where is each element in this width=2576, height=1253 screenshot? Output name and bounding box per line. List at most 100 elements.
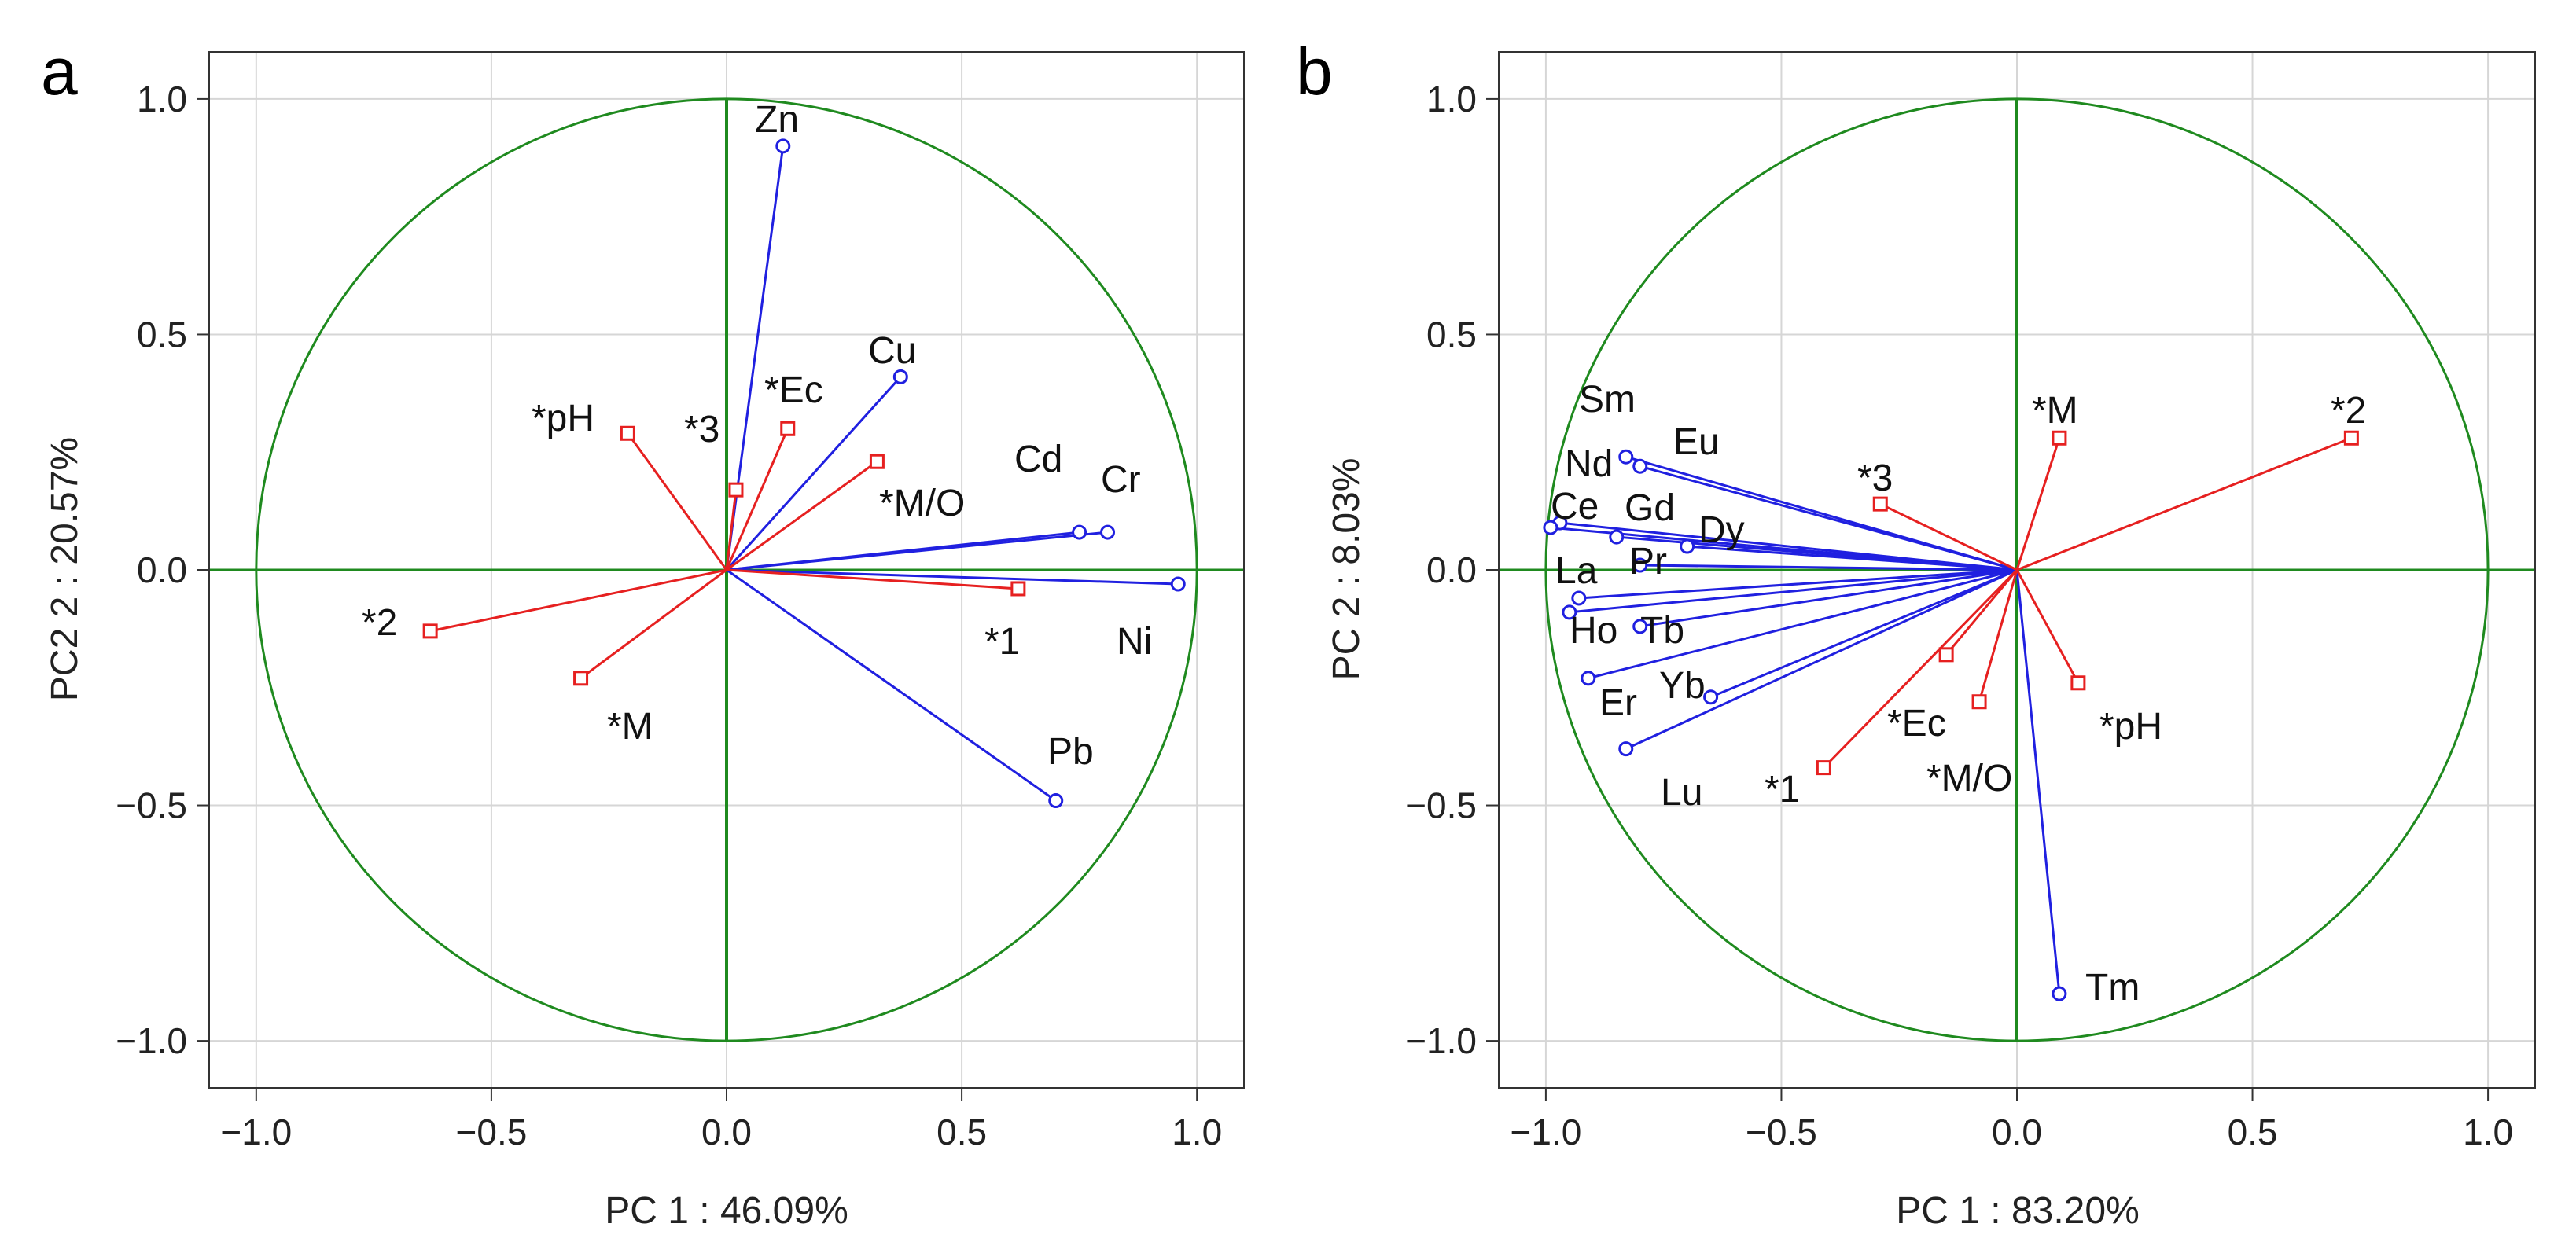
panel-b-marker-Er (1581, 671, 1596, 686)
var-label-Ec: *Ec (764, 369, 823, 411)
panel-a-x-tick-label-4: 1.0 (1172, 1112, 1222, 1152)
var-label-3: *3 (684, 409, 719, 450)
plot-frame-a (208, 51, 1245, 1089)
var-label-Ni: Ni (1117, 621, 1152, 663)
panel-b-x-tick-label-2: 0.0 (1992, 1112, 2042, 1152)
var-label-M-O: *M/O (879, 483, 965, 524)
panel-b-marker-Tb (1632, 619, 1648, 634)
panel-a-marker-MO (869, 454, 885, 469)
panel-a-marker-2 (422, 623, 438, 639)
panel-b-marker-Pr (1632, 557, 1648, 573)
panel-b-marker-Ce (1543, 520, 1558, 535)
panel-a-marker-Pb (1048, 793, 1064, 809)
panel-a-x-tick-label-2: 0.0 (701, 1112, 752, 1152)
panel-a-x-tick-label-0: −1.0 (220, 1112, 292, 1152)
var-label-2: *2 (362, 602, 397, 644)
panel-b-marker-Eu (1632, 458, 1648, 474)
var-label-Cd: Cd (1014, 439, 1062, 480)
panel-a-marker-1 (1010, 581, 1026, 597)
panel-b-vector-active-Ho (1569, 568, 2018, 614)
panel-a-marker-Zn (775, 138, 791, 154)
panel-b-vector-supplementary-MO (1978, 569, 2018, 703)
y-axis-title-b: PC 2 : 8.03% (1326, 458, 1367, 681)
panel-b-marker-pH (2070, 675, 2086, 691)
var-label-Cr: Cr (1101, 459, 1141, 501)
panel-b-vector-active-Dy (1687, 545, 2018, 571)
panel-a-marker-Cd (1072, 524, 1087, 540)
var-label-Yb: Yb (1659, 665, 1706, 707)
panel-a-y-tick-label-0: 1.0 (137, 79, 187, 119)
var-label-Ec: *Ec (1887, 703, 1946, 744)
panel-a-vector-active-Cu (725, 376, 902, 571)
panel-b-plot: b Sm Eu Nd Ce Gd Dy Pr La Ho Tb Er Yb Lu… (1296, 35, 2536, 1232)
panel-b-marker-M (2052, 430, 2067, 446)
panel-b-y-tick-label-0: 1.0 (1426, 79, 1477, 119)
var-label-pH: *pH (2099, 706, 2162, 748)
panel-b-vector-active-Er (1588, 568, 2018, 680)
panel-a-y-tick-label-1: 0.5 (137, 314, 187, 355)
panel-b-x-tick-label-4: 1.0 (2463, 1112, 2513, 1152)
panel-b-marker-2 (2343, 430, 2359, 446)
var-label-Zn: Zn (755, 99, 799, 141)
var-label-La: La (1555, 550, 1598, 592)
panel-b-x-tick-label-0: −1.0 (1511, 1112, 1582, 1152)
panel-a-y-tick-label-4: −1.0 (116, 1020, 187, 1061)
x-axis-title-a: PC 1 : 46.09% (605, 1190, 848, 1232)
var-label-3: *3 (1857, 457, 1893, 499)
panel-b-vector-active-Pr (1639, 564, 2018, 571)
panel-a-vector-active-Cr (726, 531, 1108, 571)
panel-a-marker-pH (620, 425, 635, 441)
panel-b-marker-La (1571, 590, 1587, 606)
panel-a-marker-Ec (780, 421, 796, 436)
panel-b-x-tick-label-1: −0.5 (1746, 1112, 1817, 1152)
panel-a-vector-supplementary-1 (726, 568, 1018, 590)
var-label-M: *M (607, 706, 653, 748)
panel-b-vector-active-Eu (1639, 465, 2018, 571)
panel-a-marker-3 (728, 482, 744, 498)
panel-b-marker-MO (1971, 694, 1987, 710)
panel-a-vector-active-Pb (726, 568, 1057, 802)
panel-a-vector-supplementary-Ec (725, 428, 789, 571)
panel-b-vector-active-Yb (1710, 568, 2018, 699)
panel-a-marker-M (573, 671, 589, 686)
var-label-Ce: Ce (1551, 486, 1599, 527)
panel-a-y-tick-label-3: −0.5 (116, 785, 187, 826)
panel-b-vector-active-La (1578, 568, 2018, 600)
var-label-Pr: Pr (1629, 541, 1667, 582)
panel-a-vector-active-Ni (726, 568, 1179, 586)
panel-b-y-tick-label-1: 0.5 (1426, 314, 1477, 355)
panel-b-vector-active-Tb (1639, 568, 2018, 628)
panel-b-marker-Lu (1618, 741, 1634, 757)
panel-a-vector-supplementary-MO (726, 460, 878, 571)
var-label-Dy: Dy (1698, 509, 1745, 551)
panel-b-marker-Sm (1618, 449, 1634, 465)
panel-b-marker-Gd (1609, 529, 1625, 545)
panel-b-vector-supplementary-1 (1823, 568, 2018, 769)
panel-a-vector-supplementary-3 (725, 489, 738, 571)
var-label-1: *1 (984, 621, 1020, 663)
plot-frame-b (1498, 51, 2536, 1089)
panel-b-marker-Yb (1703, 689, 1719, 705)
panel-a-label: a (41, 35, 78, 108)
var-label-Tm: Tm (2085, 967, 2140, 1009)
panel-b-y-tick-label-2: 0.0 (1426, 549, 1477, 590)
panel-b-vector-supplementary-2 (2016, 436, 2352, 571)
panel-b-vector-supplementary-Ec (1945, 569, 2018, 656)
var-label-1: *1 (1765, 769, 1800, 810)
panel-b-vector-active-Tm (2015, 569, 2061, 994)
panel-b-marker-Ho (1562, 604, 1577, 620)
panel-b-y-tick-label-3: −0.5 (1405, 785, 1477, 826)
panel-a-vector-supplementary-2 (429, 568, 727, 633)
var-label-Pb: Pb (1047, 731, 1094, 773)
var-label-Tb: Tb (1640, 610, 1684, 652)
panel-b-marker-Ec (1938, 647, 1954, 663)
var-label-Nd: Nd (1565, 443, 1613, 485)
panel-a-marker-Cu (892, 369, 908, 384)
var-label-Eu: Eu (1673, 421, 1720, 463)
panel-b-vector-supplementary-pH (2015, 569, 2080, 684)
var-label-M-O: *M/O (1926, 758, 2012, 799)
panel-b-label: b (1296, 35, 1333, 108)
var-label-M: *M (2032, 390, 2078, 432)
var-label-Er: Er (1599, 682, 1637, 724)
